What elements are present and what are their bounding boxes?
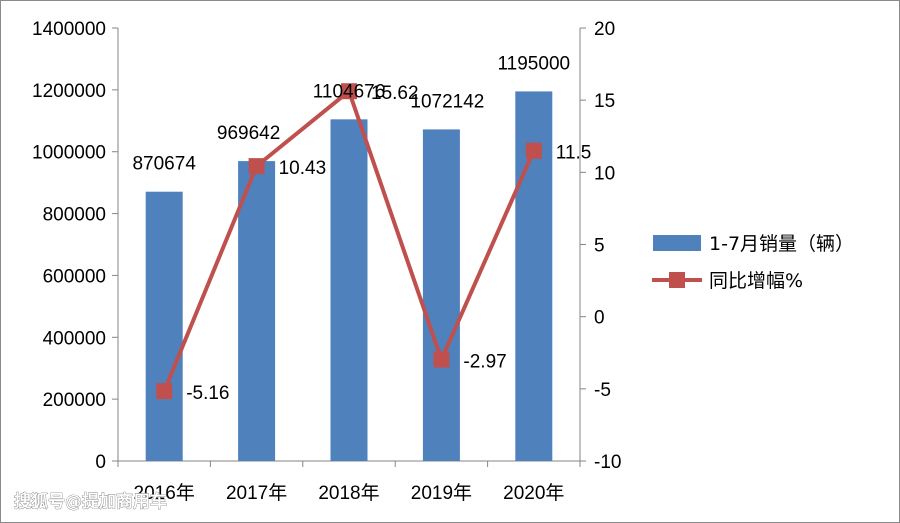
bar-data-label: 1072142 (410, 91, 484, 112)
bar (330, 119, 368, 462)
y-left-tick-label: 200000 (43, 390, 106, 411)
x-tick-label: 2019年 (411, 482, 472, 504)
bar-data-label: 870674 (132, 154, 196, 175)
line-data-label: 15.62 (371, 83, 419, 104)
data-labels: 870674 969642 1104676 1072142 1195000 -5.16 10… (132, 53, 591, 404)
line-data-label: 11.5 (556, 143, 592, 164)
bar-data-label: 969642 (217, 123, 280, 144)
line-data-label: -5.16 (186, 383, 229, 404)
bar (422, 129, 460, 461)
x-tick-label: 2018年 (318, 482, 379, 504)
legend-swatch-bar (653, 235, 701, 251)
y-right-tick-label: 10 (594, 163, 615, 184)
bar-data-label: 1195000 (498, 53, 571, 74)
y-left-tick-label: 1000000 (32, 143, 106, 164)
line-series (156, 83, 542, 400)
line-marker (248, 158, 265, 175)
y-right-tick-label: -10 (594, 452, 621, 473)
bar-data-label: 1104676 (313, 81, 386, 102)
bar-series (145, 91, 553, 462)
y-left-tick-label: 1400000 (32, 19, 106, 40)
line-marker (433, 351, 450, 368)
legend: 1-7月销量（辆） 同比增幅% (652, 233, 854, 292)
y-left-tick-label: 1200000 (32, 81, 106, 102)
x-tick-label: 2016年 (134, 482, 195, 504)
y-right-tick-label: -5 (594, 380, 611, 401)
line-marker (156, 383, 173, 400)
bar (145, 191, 183, 462)
y-left-tick-label: 400000 (43, 328, 106, 349)
line-marker (341, 83, 357, 100)
y-left-tick-label: 600000 (43, 266, 106, 287)
bar (238, 161, 276, 461)
legend-label-bar: 1-7月销量（辆） (709, 233, 854, 255)
y-left-tick-label: 0 (95, 452, 106, 473)
y-right-tick-label: 15 (594, 91, 615, 112)
y-right-tick-label: 20 (594, 19, 615, 40)
x-tick-label: 2017年 (226, 482, 287, 504)
line-data-label: 10.43 (279, 158, 327, 179)
legend-swatch-marker (669, 272, 685, 288)
y-right-tick-label: 0 (594, 308, 605, 329)
y-left-tick-label: 800000 (43, 205, 106, 226)
y-right-tick-label: 5 (594, 236, 605, 257)
watermark: 搜狐号@提加商用车 (14, 491, 167, 512)
axes: 0 200000 400000 600000 800000 1000000 1200000 1… (32, 19, 621, 504)
x-tick-label: 2020年 (503, 482, 564, 504)
legend-label-line: 同比增幅% (709, 270, 803, 292)
line-marker (525, 142, 542, 159)
line-data-label: -2.97 (463, 352, 506, 373)
